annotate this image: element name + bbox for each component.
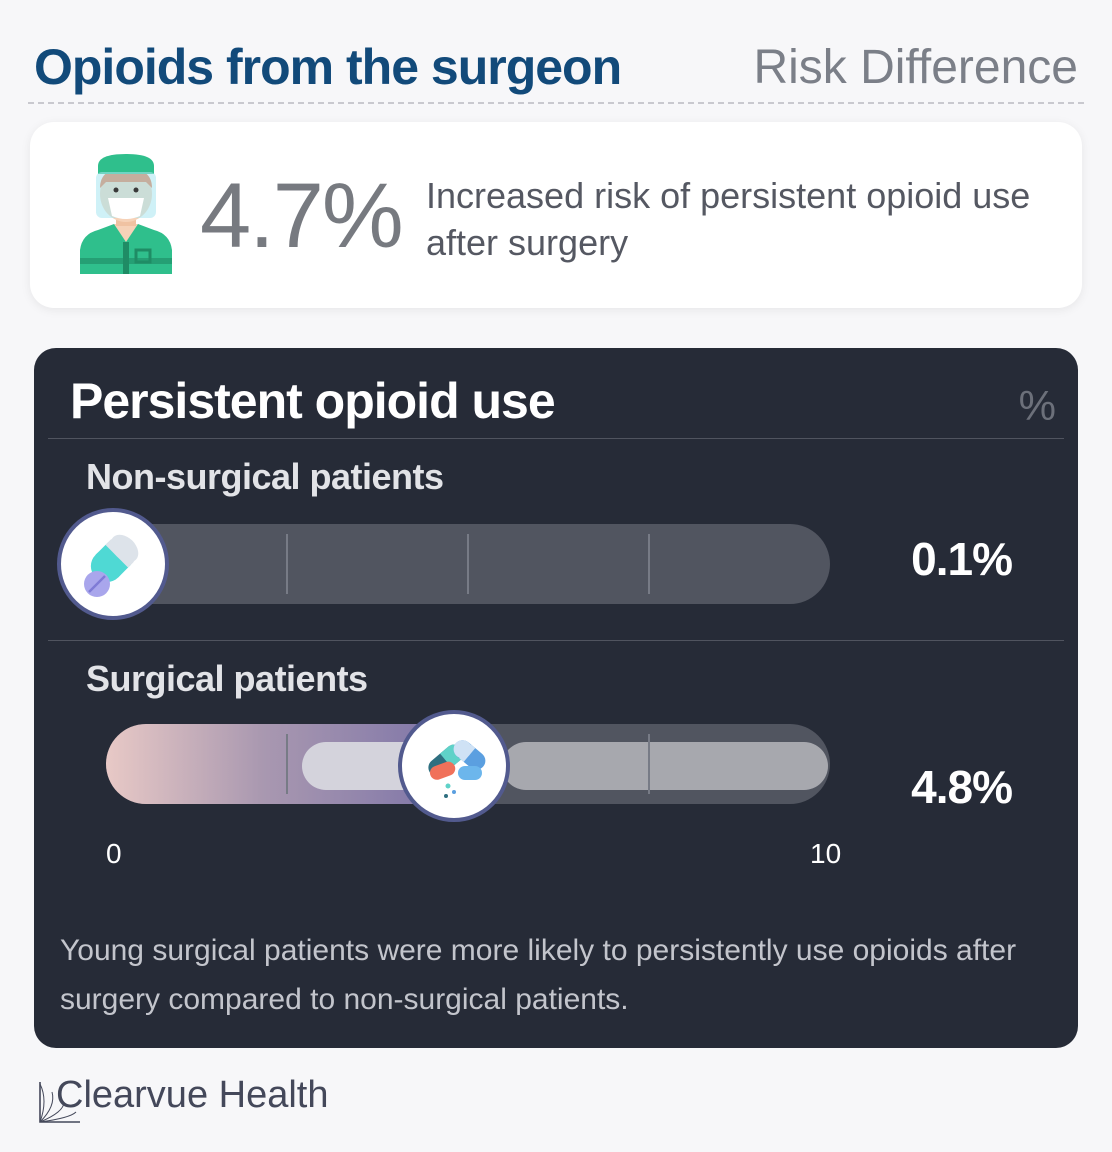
header: Opioids from the surgeon Risk Difference	[28, 30, 1084, 104]
capsule-pill-icon	[84, 534, 139, 597]
row-label-surgical: Surgical patients	[86, 658, 368, 699]
bar-marker-surgical	[397, 710, 510, 822]
chart-footnote: Young surgical patients were more likely…	[60, 934, 1017, 1016]
chart-unit: %	[1018, 382, 1056, 429]
summary-card: 4.7% Increased risk of persistent opioid…	[30, 122, 1082, 308]
row-label-non-surgical: Non-surgical patients	[86, 456, 444, 497]
bar-track-non-surgical	[106, 524, 830, 604]
bar-inner-remainder	[502, 742, 828, 790]
chart-title: Persistent opioid use	[70, 373, 556, 429]
brand-name: Clearvue Health	[56, 1074, 329, 1116]
chart-card: Persistent opioid use % Non-surgical pat…	[34, 348, 1078, 1048]
grid-tick	[286, 534, 288, 594]
page-title: Opioids from the surgeon	[34, 39, 622, 95]
grid-tick	[467, 534, 469, 594]
grid-tick	[648, 734, 650, 794]
divider	[48, 640, 1064, 641]
page-subtitle: Risk Difference	[753, 41, 1078, 94]
risk-difference-stat: 4.7%	[200, 165, 404, 267]
axis-tick-min: 0	[106, 838, 122, 869]
grid-tick	[648, 534, 650, 594]
axis-tick-max: 10	[810, 838, 842, 869]
grid-tick	[286, 734, 288, 794]
value-surgical: 4.8%	[911, 761, 1013, 813]
clearvue-logo-icon	[39, 1082, 80, 1123]
surgeon-icon	[80, 154, 172, 274]
bar-marker-non-surgical	[57, 508, 170, 620]
value-non-surgical: 0.1%	[911, 533, 1013, 585]
divider	[48, 438, 1064, 439]
risk-description: Increased risk of persistent opioid use …	[426, 175, 1031, 263]
mixed-pills-icon	[427, 740, 485, 798]
